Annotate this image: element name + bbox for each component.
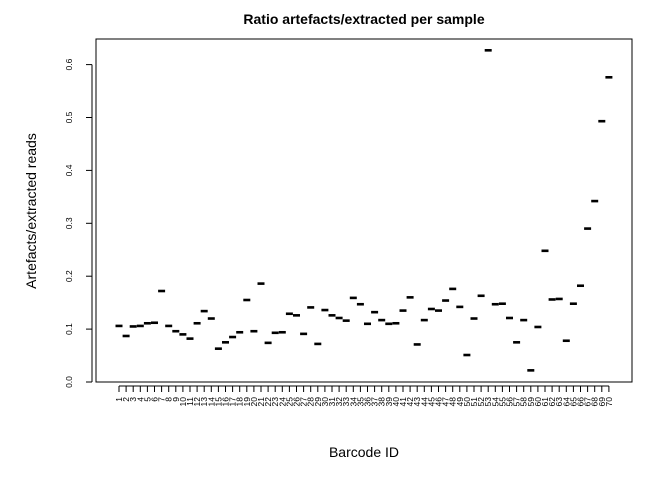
x-tick-label: 37 [370, 397, 380, 407]
y-axis-label: Artefacts/extracted reads [23, 133, 39, 289]
y-tick-label: 0.4 [64, 164, 74, 176]
x-tick-label: 25 [284, 397, 294, 407]
x-tick-label: 16 [221, 397, 231, 407]
x-tick-label: 24 [277, 397, 287, 407]
x-tick-label: 3 [128, 397, 138, 402]
x-tick-label: 54 [490, 397, 500, 407]
x-tick-label: 23 [270, 397, 280, 407]
x-tick-label: 52 [476, 397, 486, 407]
x-tick-label: 40 [391, 397, 401, 407]
x-tick-label: 12 [192, 397, 202, 407]
x-tick-label: 39 [384, 397, 394, 407]
x-tick-label: 8 [164, 397, 174, 402]
x-tick-label: 57 [512, 397, 522, 407]
x-tick-label: 27 [299, 397, 309, 407]
x-tick-label: 60 [533, 397, 543, 407]
x-tick-label: 56 [505, 397, 515, 407]
x-tick-label: 53 [483, 397, 493, 407]
x-tick-label: 7 [157, 397, 167, 402]
x-tick-label: 42 [405, 397, 415, 407]
x-tick-label: 10 [178, 397, 188, 407]
chart-title: Ratio artefacts/extracted per sample [243, 11, 484, 27]
x-tick-label: 45 [426, 397, 436, 407]
x-tick-label: 32 [334, 397, 344, 407]
x-tick-label: 31 [327, 397, 337, 407]
y-tick-label: 0.5 [64, 111, 74, 123]
x-tick-label: 55 [497, 397, 507, 407]
y-tick-label: 0.6 [64, 58, 74, 70]
x-tick-label: 44 [419, 397, 429, 407]
y-axis: 0.0 0.1 0.2 0.3 0.4 0.5 0.6 [64, 58, 93, 388]
x-tick-label: 35 [355, 397, 365, 407]
plot-frame [95, 38, 633, 383]
x-tick-label: 47 [441, 397, 451, 407]
x-tick-label: 17 [228, 397, 238, 407]
data-points [115, 49, 613, 372]
x-tick-label: 18 [235, 397, 245, 407]
x-tick-label: 15 [213, 397, 223, 407]
x-tick-label: 2 [121, 397, 131, 402]
x-tick-label: 66 [576, 397, 586, 407]
x-tick-label: 1 [114, 397, 124, 402]
x-tick-label: 33 [341, 397, 351, 407]
x-tick-label: 22 [263, 397, 273, 407]
x-tick-label: 69 [597, 397, 607, 407]
x-tick-label: 6 [150, 397, 160, 402]
x-tick-label: 46 [434, 397, 444, 407]
x-tick-label: 63 [554, 397, 564, 407]
x-tick-label: 13 [199, 397, 209, 407]
x-tick-label: 28 [306, 397, 316, 407]
x-tick-label: 19 [242, 397, 252, 407]
x-tick-label: 20 [249, 397, 259, 407]
x-tick-label: 48 [448, 397, 458, 407]
x-tick-label: 43 [412, 397, 422, 407]
x-tick-label: 65 [568, 397, 578, 407]
x-axis-label: Barcode ID [329, 444, 399, 460]
x-tick-label: 58 [519, 397, 529, 407]
x-tick-label: 68 [590, 397, 600, 407]
x-tick-label: 62 [547, 397, 557, 407]
x-tick-label: 49 [455, 397, 465, 407]
y-tick-label: 0.3 [64, 217, 74, 229]
x-tick-label: 21 [256, 397, 266, 407]
x-tick-label: 70 [604, 397, 614, 407]
x-tick-label: 29 [313, 397, 323, 407]
y-tick-label: 0.2 [64, 270, 74, 282]
x-tick-label: 14 [206, 397, 216, 407]
y-tick-label: 0.1 [64, 323, 74, 335]
x-axis: 1234567891011121314151617181920212223242… [114, 385, 614, 407]
x-tick-label: 26 [292, 397, 302, 407]
x-tick-label: 34 [348, 397, 358, 407]
x-tick-label: 4 [135, 397, 145, 402]
x-tick-label: 51 [469, 397, 479, 407]
x-tick-label: 50 [462, 397, 472, 407]
x-tick-label: 9 [171, 397, 181, 402]
y-tick-label: 0.0 [64, 376, 74, 388]
x-tick-label: 67 [583, 397, 593, 407]
x-tick-label: 64 [561, 397, 571, 407]
x-tick-label: 36 [363, 397, 373, 407]
x-tick-label: 41 [398, 397, 408, 407]
x-tick-label: 61 [540, 397, 550, 407]
x-tick-label: 30 [320, 397, 330, 407]
x-tick-label: 5 [142, 397, 152, 402]
x-tick-label: 38 [377, 397, 387, 407]
x-tick-label: 59 [526, 397, 536, 407]
x-tick-label: 11 [185, 397, 195, 406]
